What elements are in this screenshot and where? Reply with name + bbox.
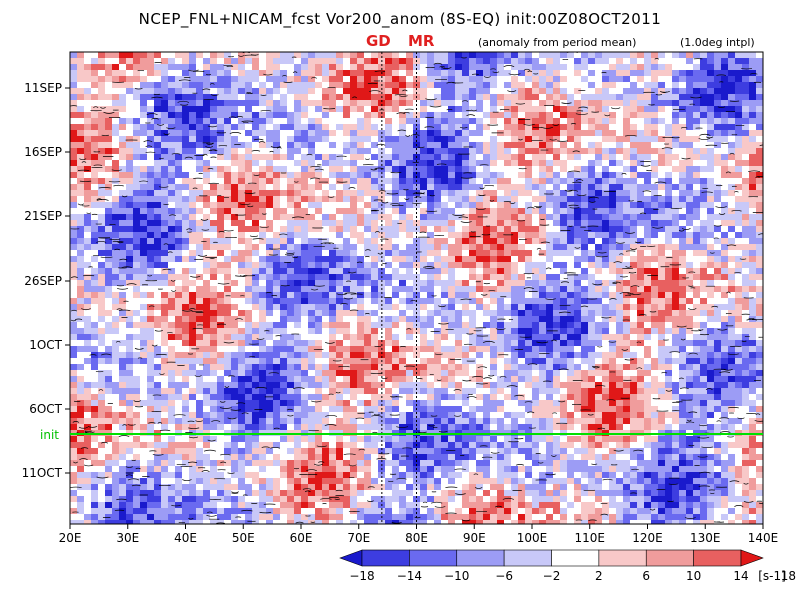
y-tick-label: 26SEP xyxy=(24,274,62,288)
x-tick-label: 70E xyxy=(347,531,370,545)
x-tick-label: 40E xyxy=(174,531,197,545)
x-tick-label: 120E xyxy=(632,531,663,545)
colorbar-label: −6 xyxy=(495,569,513,583)
chart-subtitle-right: (1.0deg intpl) xyxy=(680,36,755,49)
y-tick-label: 1OCT xyxy=(29,338,62,352)
x-tick-label: 130E xyxy=(690,531,721,545)
colorbar-swatch xyxy=(456,549,505,567)
colorbar-swatch xyxy=(598,549,647,567)
colorbar-swatch xyxy=(503,549,552,567)
colorbar-swatch xyxy=(645,549,694,567)
colorbar-label: −14 xyxy=(397,569,422,583)
colorbar-label: 10 xyxy=(686,569,701,583)
chart-subtitle-left: (anomaly from period mean) xyxy=(478,36,637,49)
anomaly-field xyxy=(70,52,763,524)
x-tick-label: 90E xyxy=(463,531,486,545)
x-tick-label: 20E xyxy=(59,531,82,545)
marker-gd: GD xyxy=(366,32,391,50)
colorbar-label: −18 xyxy=(349,569,374,583)
colorbar-swatch xyxy=(693,549,742,567)
x-tick-label: 30E xyxy=(116,531,139,545)
colorbar-label: −2 xyxy=(543,569,561,583)
x-tick-label: 50E xyxy=(232,531,255,545)
colorbar-swatch xyxy=(740,549,764,567)
init-label: init xyxy=(40,428,59,442)
colorbar-label: 2 xyxy=(595,569,603,583)
chart-title: NCEP_FNL+NICAM_fcst Vor200_anom (8S-EQ) … xyxy=(138,10,662,28)
y-tick-label: 11OCT xyxy=(22,466,63,480)
colorbar-swatch xyxy=(551,549,600,567)
colorbar-swatch xyxy=(409,549,458,567)
x-tick-label: 110E xyxy=(575,531,606,545)
colorbar-label: 18 xyxy=(781,569,796,583)
x-tick-label: 140E xyxy=(748,531,779,545)
x-tick-label: 100E xyxy=(517,531,548,545)
colorbar-unit: [s-1] xyxy=(758,569,786,583)
colorbar-swatch xyxy=(361,549,410,567)
y-tick-label: 6OCT xyxy=(29,402,62,416)
marker-mr: MR xyxy=(408,32,435,50)
colorbar-swatch xyxy=(339,549,363,567)
y-tick-label: 11SEP xyxy=(24,81,62,95)
y-tick-label: 16SEP xyxy=(24,145,62,159)
x-tick-label: 80E xyxy=(405,531,428,545)
colorbar-label: 6 xyxy=(642,569,650,583)
x-tick-label: 60E xyxy=(290,531,313,545)
colorbar-label: 14 xyxy=(733,569,748,583)
colorbar-label: −10 xyxy=(444,569,469,583)
y-tick-label: 21SEP xyxy=(24,209,62,223)
